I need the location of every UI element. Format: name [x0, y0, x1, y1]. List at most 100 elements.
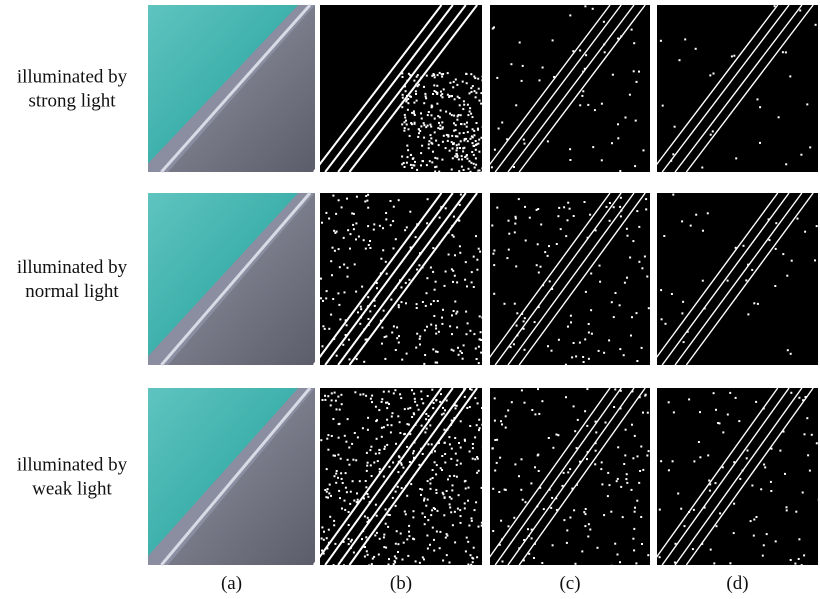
noise-dot [789, 75, 791, 77]
edge-map [314, 5, 484, 174]
noise-dot [451, 489, 453, 491]
noise-dot [398, 342, 400, 344]
noise-dot [408, 279, 410, 281]
noise-dot [456, 119, 458, 121]
noise-dot [441, 469, 443, 471]
noise-dot [395, 443, 397, 445]
noise-dot [547, 140, 549, 142]
noise-dot [673, 411, 675, 413]
noise-dot [514, 223, 516, 225]
noise-dot [467, 114, 469, 116]
noise-dot [478, 248, 480, 250]
noise-dot [477, 402, 479, 404]
noise-dot [464, 502, 466, 504]
noise-dot [693, 509, 695, 511]
noise-dot [407, 102, 409, 104]
noise-dot [385, 335, 387, 337]
noise-dot [472, 447, 474, 449]
noise-dot [611, 142, 613, 144]
noise-dot [520, 489, 522, 491]
noise-dot [712, 130, 714, 132]
noise-dot [768, 218, 770, 220]
noise-dot [648, 307, 650, 309]
noise-dot [429, 483, 431, 485]
noise-dot [575, 355, 577, 357]
noise-dot [480, 103, 482, 105]
noise-dot [642, 412, 644, 414]
noise-dot [412, 157, 414, 159]
noise-dot [465, 311, 467, 313]
noise-dot [634, 507, 636, 509]
column-label: (c) [559, 573, 580, 594]
noise-dot [496, 77, 498, 79]
noise-dot [632, 457, 634, 459]
noise-dot [432, 477, 434, 479]
noise-dot [327, 497, 329, 499]
noise-dot [635, 120, 637, 122]
noise-dot [452, 157, 454, 159]
noise-dot [443, 514, 445, 516]
noise-dot [660, 40, 662, 42]
noise-dot [407, 149, 409, 151]
noise-dot [338, 248, 340, 250]
noise-dot [473, 547, 475, 549]
noise-dot [418, 128, 420, 130]
noise-dot [357, 311, 359, 313]
noise-dot [491, 225, 493, 227]
noise-dot [620, 407, 622, 409]
noise-dot [786, 506, 788, 508]
noise-dot [367, 225, 369, 227]
noise-dot [407, 98, 409, 100]
noise-dot [390, 224, 392, 226]
noise-dot [529, 217, 531, 219]
noise-dot [433, 300, 435, 302]
noise-dot [537, 388, 539, 390]
noise-dot [331, 392, 333, 394]
noise-dot [460, 114, 462, 116]
noise-dot [334, 392, 336, 394]
noise-dot [397, 543, 399, 545]
noise-dot [436, 93, 438, 95]
noise-dot [662, 105, 664, 107]
noise-dot [451, 169, 453, 171]
noise-dot [804, 231, 806, 233]
noise-dot [646, 455, 648, 457]
noise-dot [643, 149, 645, 151]
noise-dot [386, 407, 388, 409]
noise-dot [342, 482, 344, 484]
noise-dot [481, 171, 483, 173]
noise-dot [447, 94, 449, 96]
noise-dot [709, 74, 711, 76]
noise-dot [403, 130, 405, 132]
noise-dot [321, 550, 323, 552]
noise-dot [477, 129, 479, 131]
noise-dot [422, 453, 424, 455]
noise-dot [391, 424, 393, 426]
noise-dot [747, 450, 749, 452]
noise-dot [333, 524, 335, 526]
noise-dot [386, 402, 388, 404]
noise-dot [567, 326, 569, 328]
noise-dot [333, 338, 335, 340]
noise-dot [384, 358, 386, 360]
noise-dot [448, 436, 450, 438]
noise-dot [434, 157, 436, 159]
noise-dot [454, 275, 456, 277]
noise-dot [406, 95, 408, 97]
noise-dot [454, 155, 456, 157]
noise-dot [395, 543, 397, 545]
noise-dot [557, 215, 559, 217]
noise-dot [778, 116, 780, 118]
noise-dot [434, 166, 436, 168]
noise-dot [381, 343, 383, 345]
noise-dot [534, 413, 536, 415]
noise-dot [381, 327, 383, 329]
noise-dot [513, 517, 515, 519]
noise-dot [589, 529, 591, 531]
noise-dot [375, 453, 377, 455]
noise-dot [626, 473, 628, 475]
noise-dot [466, 407, 468, 409]
noise-dot [343, 541, 345, 543]
noise-dot [446, 134, 448, 136]
noise-dot [782, 253, 784, 255]
